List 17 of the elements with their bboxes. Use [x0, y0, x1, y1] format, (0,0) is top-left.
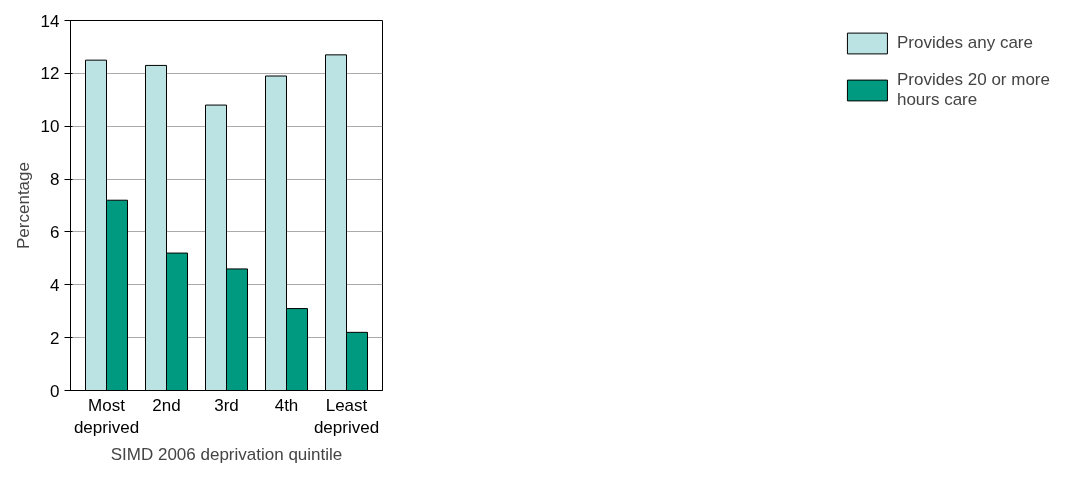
x-tick-label: 4th: [274, 395, 299, 415]
y-tick-label: 14: [40, 11, 60, 31]
y-tick-label: 4: [50, 275, 60, 295]
y-axis-title: Percentage: [13, 162, 33, 249]
legend-label: Provides 20 or more hours care: [896, 70, 1050, 110]
y-tick-label: 6: [50, 222, 60, 242]
legend-label: Provides any care: [896, 33, 1033, 53]
y-tick-label: 0: [50, 381, 60, 401]
y-tick-label: 8: [50, 170, 60, 190]
x-axis-title: SIMD 2006 deprivation quintile: [110, 445, 343, 465]
y-tick-label: 2: [50, 328, 60, 348]
x-tick-label: 2nd: [152, 395, 181, 415]
y-tick-label: 10: [40, 117, 60, 137]
x-tick-label: Most deprived: [73, 395, 140, 438]
y-tick-label: 12: [40, 64, 60, 84]
x-tick-label: 3rd: [214, 395, 239, 415]
x-tick-label: Least deprived: [313, 395, 380, 438]
